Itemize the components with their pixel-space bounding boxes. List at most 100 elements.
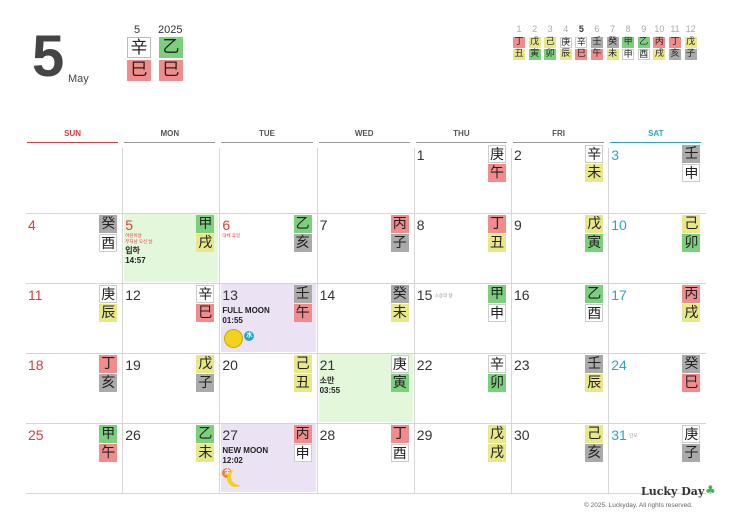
day-number: 17 <box>611 287 627 303</box>
observance-label: 스승의 날 <box>434 293 453 298</box>
weekday-thu: THU <box>453 129 470 138</box>
day-branch: 寅 <box>390 374 409 392</box>
day-branch: 未 <box>390 304 409 322</box>
day-stem: 壬 <box>682 145 701 163</box>
mini-month-number: 12 <box>685 24 696 34</box>
mini-month-number: 8 <box>625 24 631 34</box>
day-stem: 丙 <box>390 215 409 233</box>
weekday-underline <box>318 142 410 143</box>
day-branch: 寅 <box>585 234 604 252</box>
weekday-fri: FRI <box>552 129 566 138</box>
day-branch: 亥 <box>585 444 604 462</box>
day-branch: 酉 <box>585 304 604 322</box>
day-number: 30 <box>514 427 530 443</box>
day-branch: 午 <box>99 444 118 462</box>
day-stem: 丙 <box>293 425 312 443</box>
weekday-underline <box>124 142 216 143</box>
day-number: 28 <box>319 427 336 443</box>
weekday-wed: WED <box>354 129 374 138</box>
day-number: 19 <box>125 357 141 373</box>
new-moon-shadow <box>231 468 249 485</box>
mini-stem: 壬 <box>591 37 603 48</box>
day-number: 13 <box>222 287 238 303</box>
day-stem: 丁 <box>99 355 118 373</box>
day-number: 31 <box>611 427 627 443</box>
day-stem: 乙 <box>293 215 312 233</box>
day-stem: 己 <box>585 425 604 443</box>
holiday-label: 대체 휴일 <box>222 233 241 238</box>
day-stem: 癸 <box>99 215 118 233</box>
day-stem: 乙 <box>196 425 215 443</box>
day-branch: 戌 <box>488 444 506 462</box>
day-branch: 戌 <box>682 304 701 322</box>
day-stem: 乙 <box>585 285 604 303</box>
term-label: 12:02 <box>222 456 243 465</box>
mini-month-number: 3 <box>547 24 553 34</box>
day-number: 7 <box>319 217 328 233</box>
mini-stem: 庚 <box>559 37 572 48</box>
term-label: 입하 <box>125 246 140 255</box>
weekday-underline <box>610 142 702 143</box>
day-number: 8 <box>416 217 425 233</box>
weekday-underline <box>513 142 605 143</box>
day-stem: 庚 <box>390 355 409 373</box>
term-label: NEW MOON <box>222 446 269 455</box>
day-number: 16 <box>514 287 530 303</box>
mini-stem: 戊 <box>528 37 541 48</box>
clover-icon: ♣ <box>705 483 716 497</box>
term-label: 소만 <box>319 376 335 385</box>
day-stem: 癸 <box>390 285 409 303</box>
day-number: 3 <box>611 147 619 163</box>
mini-branch: 辰 <box>559 49 572 60</box>
day-number: 5 <box>125 217 133 233</box>
day-branch: 午 <box>488 164 506 182</box>
mini-stem: 丁 <box>669 37 681 48</box>
mini-stem: 辛 <box>575 37 588 48</box>
day-branch: 丑 <box>488 234 506 252</box>
day-stem: 庚 <box>488 145 506 163</box>
day-stem: 戊 <box>196 355 215 373</box>
weekday-sat: SAT <box>648 129 664 138</box>
day-branch: 申 <box>293 444 312 462</box>
mini-month-number: 5 <box>578 24 584 34</box>
day-stem: 丙 <box>682 285 701 303</box>
column-divider <box>608 148 610 493</box>
mini-branch: 卯 <box>544 49 557 60</box>
weekday-underline <box>27 142 119 143</box>
mini-month-number: 10 <box>654 24 665 34</box>
mini-branch: 巳 <box>575 49 588 60</box>
day-number: 9 <box>514 217 522 233</box>
mini-month-number: 2 <box>532 24 538 34</box>
day-number: 15 <box>416 287 433 303</box>
moon-badge-icon: 水 <box>244 331 255 341</box>
row-divider <box>26 423 706 424</box>
holiday-label: 부처님 오신 날 <box>125 239 153 244</box>
day-stem: 甲 <box>99 425 118 443</box>
day-branch: 未 <box>196 444 215 462</box>
mini-stem: 癸 <box>606 37 619 48</box>
row-divider <box>26 213 706 214</box>
mini-branch: 亥 <box>669 49 681 60</box>
day-number: 24 <box>611 357 627 373</box>
day-branch: 卯 <box>682 234 701 252</box>
day-branch: 申 <box>488 304 506 322</box>
term-label: 01:55 <box>222 316 243 325</box>
brand-logo: Lucky Day <box>641 485 705 498</box>
day-branch: 戌 <box>196 234 215 252</box>
row-divider <box>26 493 706 494</box>
day-branch: 子 <box>682 444 701 462</box>
weekday-sun: SUN <box>64 129 82 138</box>
mini-stem: 乙 <box>637 37 650 48</box>
day-number: 4 <box>28 217 36 233</box>
weekday-mon: MON <box>160 129 180 138</box>
term-label: 14:57 <box>125 256 146 265</box>
month-stem: 辛 <box>127 37 151 58</box>
mini-month-number: 6 <box>594 24 600 34</box>
month-number: 5 <box>32 24 65 89</box>
day-branch: 卯 <box>488 374 506 392</box>
mini-branch: 午 <box>591 49 603 60</box>
term-label: 03:55 <box>319 386 341 395</box>
year-label: 2025 <box>158 24 183 36</box>
month-label: 5 <box>134 24 141 36</box>
month-name: May <box>68 73 89 85</box>
